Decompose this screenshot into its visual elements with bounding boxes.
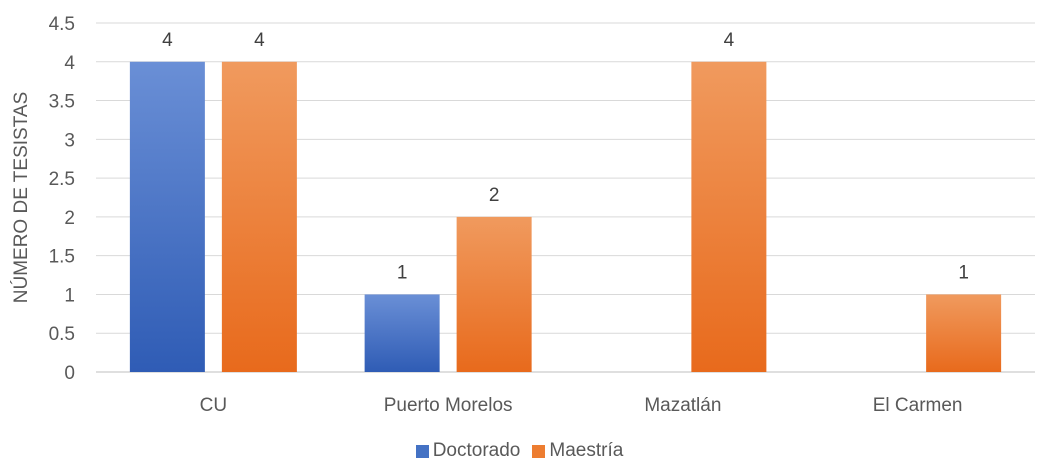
legend-item-maestria: Maestría <box>532 440 623 462</box>
bars <box>129 61 1002 373</box>
bar-maestria-2 <box>691 61 767 373</box>
bar-doctorado-0 <box>129 61 205 373</box>
y-tick-label: 2 <box>64 208 75 229</box>
bar-chart-svg: 0 0.5 1 1.5 2 2.5 3 3.5 4 4.5 4 4 1 2 4 1 CU Puerto Mor… <box>10 14 1035 416</box>
y-tick-label: 2.5 <box>49 169 75 190</box>
legend-label-doctorado: Doctorado <box>432 440 521 461</box>
data-label: 1 <box>397 262 408 283</box>
bar-maestria-1 <box>456 216 532 372</box>
data-label: 4 <box>254 30 265 51</box>
y-tick-label: 4 <box>64 53 75 74</box>
x-tick-label: Mazatlán <box>644 395 721 416</box>
bar-maestria-0 <box>221 61 297 373</box>
y-tick-label: 1.5 <box>49 247 75 268</box>
data-label: 2 <box>489 185 500 206</box>
x-tick-label: CU <box>200 395 227 416</box>
data-label: 4 <box>162 30 173 51</box>
y-tick-label: 4.5 <box>49 14 75 35</box>
x-tick-label: Puerto Morelos <box>384 395 513 416</box>
y-tick-label: 0.5 <box>49 324 75 345</box>
y-tick-label: 3.5 <box>49 92 75 113</box>
x-tick-label: El Carmen <box>873 395 963 416</box>
legend-swatch-doctorado <box>415 444 429 458</box>
bar-maestria-3 <box>926 294 1002 372</box>
y-axis-label: NÚMERO DE TESISTAS <box>10 92 32 304</box>
legend-swatch-maestria <box>532 444 546 458</box>
data-labels: 4 4 1 2 4 1 <box>162 30 969 284</box>
y-tick-label: 3 <box>64 130 75 151</box>
legend: Doctorado Maestría <box>0 440 1039 462</box>
y-tick-label: 1 <box>64 285 75 306</box>
y-tick-label: 0 <box>64 363 75 384</box>
legend-label-maestria: Maestría <box>549 440 624 461</box>
x-axis-ticks: CU Puerto Morelos Mazatlán El Carmen <box>200 395 963 416</box>
data-label: 1 <box>958 262 969 283</box>
y-axis-ticks: 0 0.5 1 1.5 2 2.5 3 3.5 4 4.5 <box>49 14 76 384</box>
data-label: 4 <box>724 30 735 51</box>
legend-item-doctorado: Doctorado <box>415 440 521 462</box>
bar-doctorado-1 <box>364 294 440 372</box>
